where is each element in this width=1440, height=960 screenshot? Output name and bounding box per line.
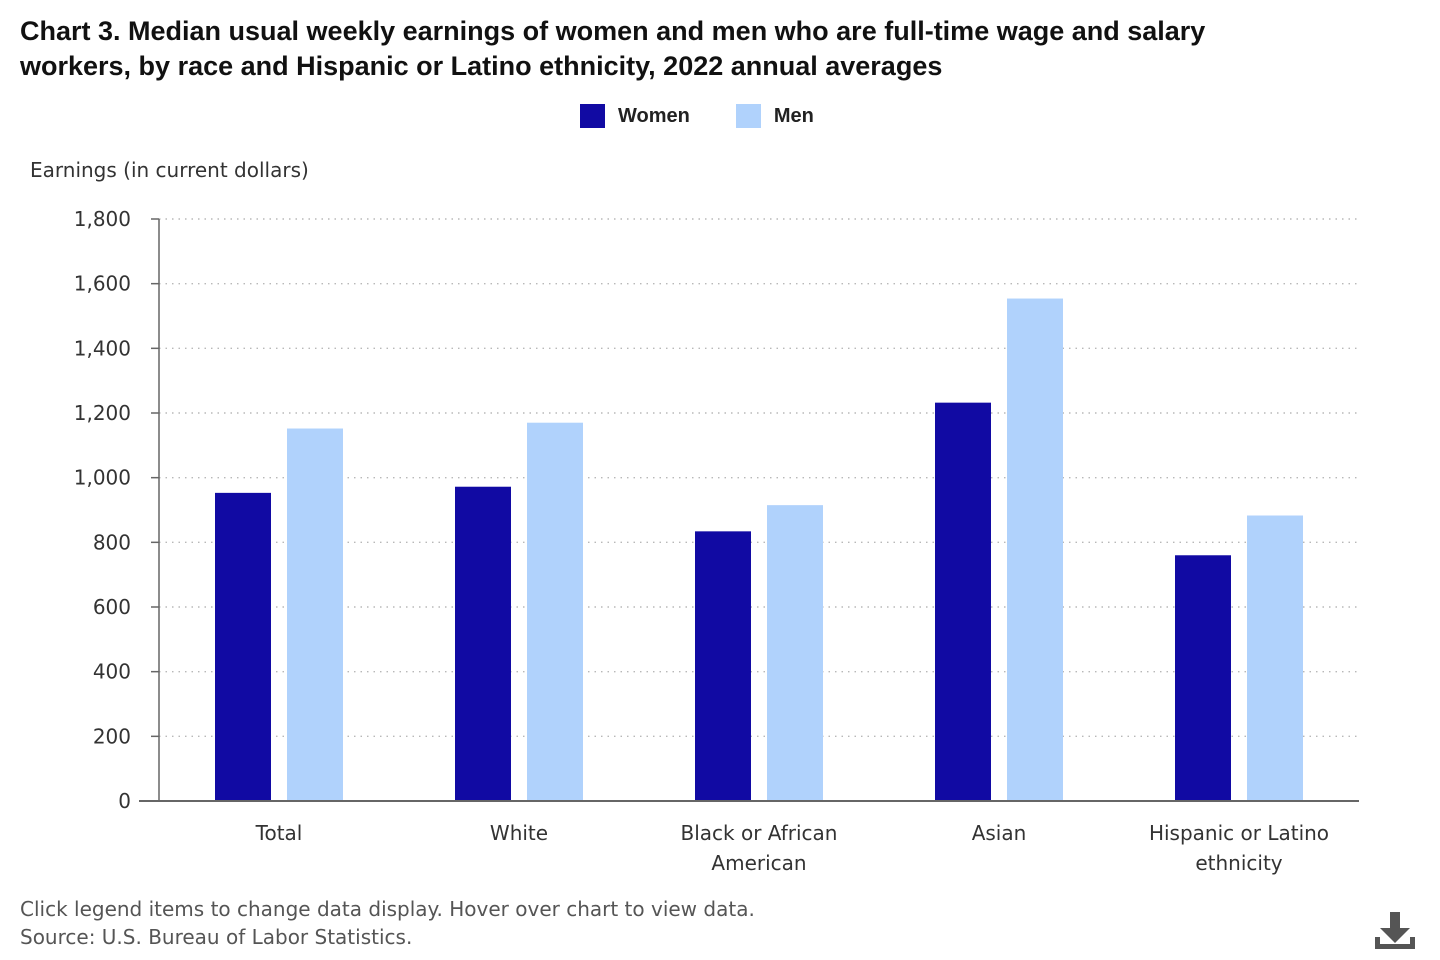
legend-swatch-women: [580, 104, 605, 128]
y-tick-label: 1,000: [74, 466, 131, 490]
y-tick-label: 600: [93, 595, 131, 619]
y-axis-title: Earnings (in current dollars): [30, 158, 309, 182]
x-tick-label: Total: [255, 821, 303, 845]
footer-note: Click legend items to change data displa…: [20, 897, 755, 921]
y-tick-label: 200: [93, 724, 131, 748]
x-tick-label: Hispanic or Latino: [1149, 821, 1329, 845]
bar-men-1[interactable]: White — Men: $1,170: [527, 422, 583, 801]
bar-women-3[interactable]: Asian — Women: $1,232: [935, 402, 991, 801]
footer-source: Source: U.S. Bureau of Labor Statistics.: [20, 925, 413, 949]
y-tick-label: 1,600: [74, 272, 131, 296]
y-tick-label: 0: [118, 789, 131, 813]
y-tick-label: 1,200: [74, 401, 131, 425]
download-icon[interactable]: [1372, 908, 1418, 954]
y-tick-label: 800: [93, 530, 131, 554]
x-tick-label: White: [490, 821, 548, 845]
chart-title-line-1: Chart 3. Median usual weekly earnings of…: [20, 16, 1206, 46]
bar-men-3[interactable]: Asian — Men: $1,554: [1007, 298, 1063, 801]
bar-men-0[interactable]: Total — Men: $1,152: [287, 428, 343, 801]
bar-men-2[interactable]: Black or African American — Men: $915: [767, 505, 823, 801]
x-tick-label: ethnicity: [1195, 851, 1282, 875]
x-tick-label: Asian: [972, 821, 1027, 845]
legend: Women Men: [580, 104, 814, 128]
legend-item-men[interactable]: Men: [735, 104, 814, 128]
y-tick-label: 1,800: [74, 207, 131, 231]
chart-title-line-2: workers, by race and Hispanic or Latino …: [20, 51, 943, 81]
legend-swatch-men: [735, 104, 761, 128]
bar-women-2[interactable]: Black or African American — Women: $834: [695, 531, 751, 801]
y-tick-label: 400: [93, 660, 131, 684]
bar-men-4[interactable]: Hispanic or Latino ethnicity — Men: $883: [1247, 515, 1303, 801]
chart-title: Chart 3. Median usual weekly earnings of…: [20, 14, 1400, 84]
bar-women-1[interactable]: White — Women: $972: [455, 486, 511, 801]
x-tick-label: Black or African: [680, 821, 837, 845]
bar-women-4[interactable]: Hispanic or Latino ethnicity — Women: $7…: [1175, 555, 1231, 801]
legend-item-women[interactable]: Women: [580, 104, 690, 128]
bar-women-0[interactable]: Total — Women: $953: [215, 492, 271, 801]
chart-footer: Click legend items to change data displa…: [20, 895, 755, 951]
x-tick-label: American: [711, 851, 806, 875]
legend-label-women: Women: [618, 104, 690, 127]
y-tick-label: 1,400: [74, 336, 131, 360]
bar-chart[interactable]: 0 200 400 600 800 1,000 1,200 1,400 1,600 1,800 To…: [0, 190, 1440, 890]
legend-label-men: Men: [773, 104, 814, 127]
